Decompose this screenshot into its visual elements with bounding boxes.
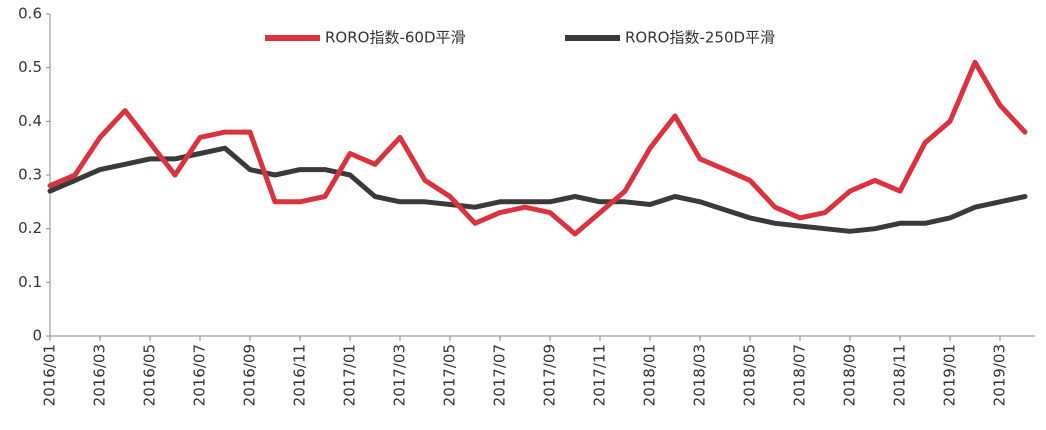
- x-tick-label: 2016/01: [41, 344, 59, 406]
- series-line: [47, 145, 1028, 234]
- x-tick-label: 2019/03: [991, 344, 1009, 406]
- x-tick-label: 2017/05: [441, 344, 459, 406]
- x-tick-label: 2016/05: [141, 344, 159, 406]
- x-tick-label: 2017/01: [341, 344, 359, 406]
- x-tick-label: 2017/03: [391, 344, 409, 406]
- y-tick-label: 0: [32, 327, 42, 345]
- x-tick-label: 2016/07: [191, 344, 209, 406]
- x-tick-label: 2018/11: [891, 344, 909, 406]
- series-line: [47, 59, 1028, 237]
- x-tick-label: 2017/09: [541, 344, 559, 406]
- x-tick-label: 2018/07: [791, 344, 809, 406]
- legend-label: RORO指数-60D平滑: [325, 29, 466, 47]
- x-tick-label: 2018/03: [691, 344, 709, 406]
- y-tick-label: 0.6: [18, 5, 42, 23]
- y-tick-label: 0.2: [18, 219, 42, 237]
- x-tick-label: 2016/03: [91, 344, 109, 406]
- x-tick-label: 2016/11: [291, 344, 309, 406]
- y-tick-label: 0.1: [18, 273, 42, 291]
- x-tick-label: 2017/11: [591, 344, 609, 406]
- y-tick-label: 0.4: [18, 112, 42, 130]
- x-tick-label: 2018/05: [741, 344, 759, 406]
- x-tick-label: 2017/07: [491, 344, 509, 406]
- x-tick-label: 2018/09: [841, 344, 859, 406]
- y-tick-label: 0.3: [18, 166, 42, 184]
- y-tick-label: 0.5: [18, 58, 42, 76]
- x-tick-label: 2019/01: [941, 344, 959, 406]
- x-tick-label: 2018/01: [641, 344, 659, 406]
- x-tick-label: 2016/09: [241, 344, 259, 406]
- legend-label: RORO指数-250D平滑: [625, 29, 775, 47]
